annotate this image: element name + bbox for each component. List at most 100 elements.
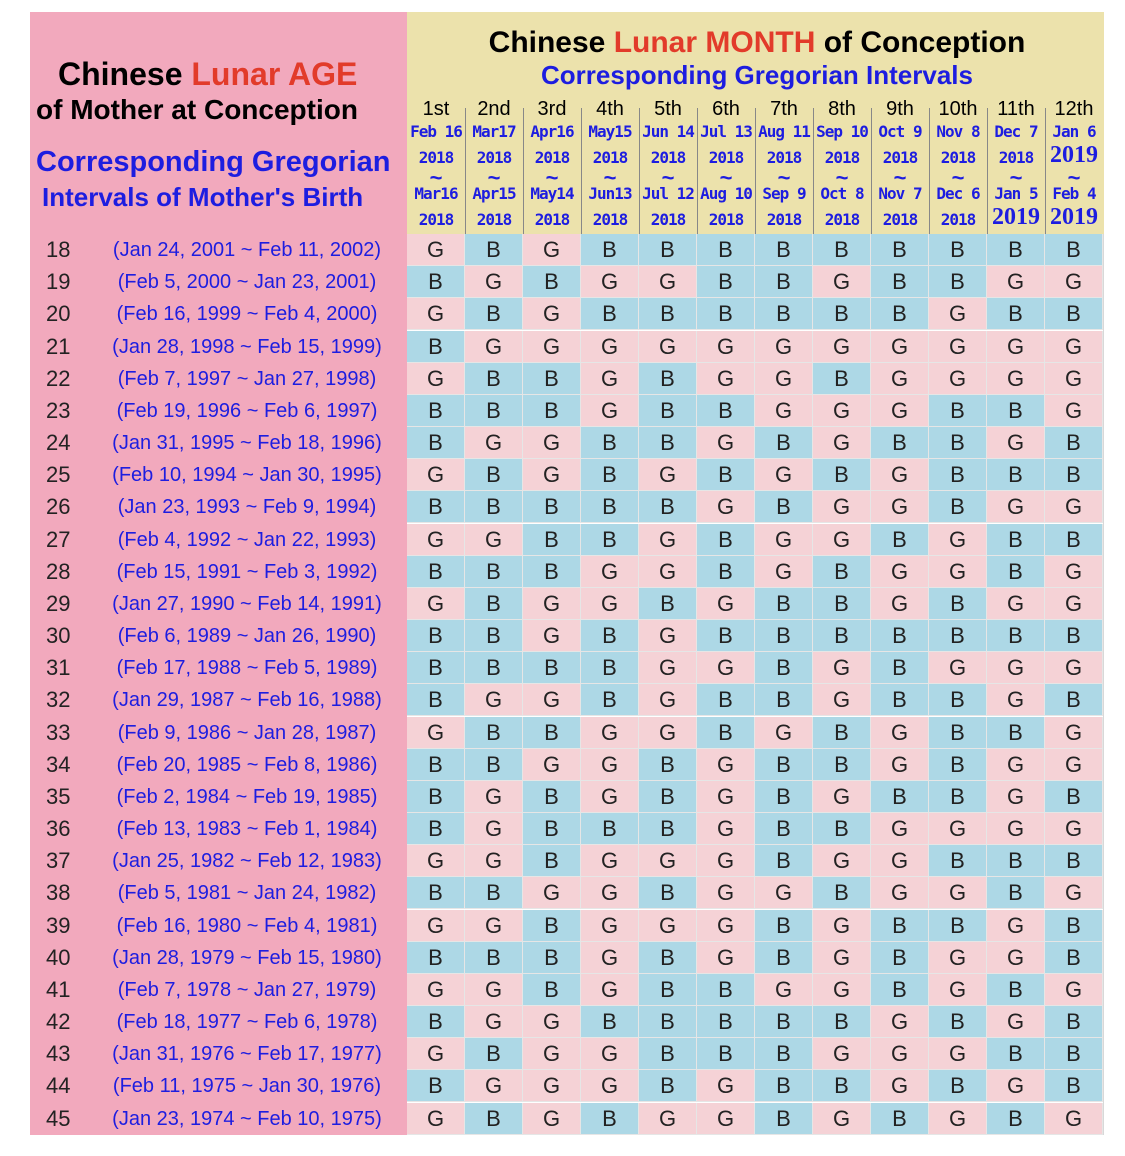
girl-cell: G: [697, 427, 755, 460]
boy-cell: B: [813, 716, 871, 749]
month-ordinal: 7th: [770, 98, 798, 120]
boy-cell: B: [639, 362, 697, 395]
girl-cell: G: [929, 652, 987, 685]
girl-cell: G: [755, 523, 813, 556]
girl-cell: G: [871, 845, 929, 878]
lunar-age: 27: [46, 526, 71, 552]
birth-interval: (Feb 15, 1991 ~ Feb 3, 1992): [116, 560, 378, 583]
girl-cell: G: [523, 1070, 581, 1103]
boy-cell: B: [929, 1006, 987, 1039]
boy-cell: B: [1045, 941, 1103, 974]
girl-cell: G: [1045, 973, 1103, 1006]
boy-cell: B: [987, 973, 1045, 1006]
boy-cell: B: [755, 813, 813, 846]
age-title-prefix: Chinese: [58, 56, 192, 92]
boy-cell: B: [871, 298, 929, 331]
month-start-date: Aug 11: [758, 122, 811, 141]
girl-cell: G: [1045, 362, 1103, 395]
boy-cell: B: [1045, 459, 1103, 492]
girl-cell: G: [407, 973, 465, 1006]
boy-cell: B: [581, 813, 639, 846]
boy-cell: B: [871, 684, 929, 717]
boy-cell: B: [755, 1006, 813, 1039]
boy-cell: B: [407, 652, 465, 685]
girl-cell: G: [987, 587, 1045, 620]
girl-cell: G: [871, 748, 929, 781]
girl-cell: G: [813, 394, 871, 427]
month-start-year: 2018: [998, 148, 1035, 167]
month-column: 3rd Apr16 2018 ~ May14 2018: [523, 98, 581, 234]
month-start-year: 2018: [708, 148, 745, 167]
month-end-year: 2018: [592, 210, 629, 229]
month-end-year: 2018: [766, 210, 803, 229]
girl-cell: G: [813, 909, 871, 942]
month-start-date: Jul 13: [700, 122, 753, 141]
boy-cell: B: [407, 1070, 465, 1103]
girl-cell: G: [465, 973, 523, 1006]
month-end-year: 2018: [476, 210, 513, 229]
month-start-date: Jan 6: [1052, 122, 1096, 141]
girl-cell: G: [755, 394, 813, 427]
month-tilde: ~: [951, 165, 965, 190]
girl-cell: G: [813, 523, 871, 556]
month-end-date: Nov 7: [878, 184, 922, 203]
boy-cell: B: [1045, 298, 1103, 331]
girl-cell: G: [639, 330, 697, 363]
boy-cell: B: [1045, 780, 1103, 813]
boy-cell: B: [407, 941, 465, 974]
month-tilde: ~: [545, 165, 559, 190]
boy-cell: B: [987, 1102, 1045, 1135]
boy-cell: B: [407, 1006, 465, 1039]
girl-cell: G: [813, 652, 871, 685]
month-start-date: Dec 7: [994, 122, 1038, 141]
girl-cell: G: [697, 491, 755, 524]
age-row-label: 33 (Feb 9, 1986 ~ Jan 28, 1987): [30, 717, 407, 749]
boy-cell: B: [465, 620, 523, 653]
month-column: 2nd Mar17 2018 ~ Apr15 2018: [465, 98, 523, 234]
month-column: 7th Aug 11 2018 ~ Sep 9 2018: [755, 98, 813, 234]
girl-cell: G: [465, 813, 523, 846]
boy-cell: B: [813, 877, 871, 910]
boy-cell: B: [813, 1006, 871, 1039]
boy-cell: B: [929, 394, 987, 427]
month-tilde: ~: [1067, 165, 1081, 190]
girl-cell: G: [407, 1038, 465, 1071]
boy-cell: B: [871, 266, 929, 299]
girl-cell: G: [523, 587, 581, 620]
month-separator: [755, 108, 756, 234]
boy-cell: B: [1045, 234, 1103, 266]
birth-interval: (Feb 10, 1994 ~ Jan 30, 1995): [112, 464, 382, 487]
girl-cell: G: [465, 1006, 523, 1039]
boy-cell: B: [697, 1006, 755, 1039]
girl-cell: G: [697, 652, 755, 685]
chinese-gender-chart: Chinese Lunar AGE of Mother at Conceptio…: [30, 12, 1104, 1135]
boy-cell: B: [987, 877, 1045, 910]
boy-cell: B: [813, 234, 871, 266]
age-column: 18 (Jan 24, 2001 ~ Feb 11, 2002) 19 (Feb 5,…: [30, 234, 407, 1135]
girl-cell: G: [581, 587, 639, 620]
age-row-label: 36 (Feb 13, 1983 ~ Feb 1, 1984): [30, 813, 407, 845]
boy-cell: B: [987, 1038, 1045, 1071]
boy-cell: B: [581, 523, 639, 556]
boy-cell: B: [523, 362, 581, 395]
girl-cell: G: [1045, 1102, 1103, 1135]
girl-cell: G: [929, 1038, 987, 1071]
lunar-age: 42: [46, 1009, 71, 1035]
girl-cell: G: [407, 587, 465, 620]
girl-cell: G: [987, 1006, 1045, 1039]
month-start-year: 2018: [940, 148, 977, 167]
birth-interval: (Feb 5, 2000 ~ Jan 23, 2001): [117, 271, 377, 294]
birth-interval: (Feb 2, 1984 ~ Feb 19, 1985): [116, 785, 378, 808]
age-row-label: 20 (Feb 16, 1999 ~ Feb 4, 2000): [30, 298, 407, 330]
month-column: 1st Feb 16 2018 ~ Mar16 2018: [407, 98, 465, 234]
boy-cell: B: [987, 394, 1045, 427]
girl-cell: G: [639, 684, 697, 717]
age-row-label: 45 (Jan 23, 1974 ~ Feb 10, 1975): [30, 1103, 407, 1135]
boy-cell: B: [407, 394, 465, 427]
month-start-date: Sep 10: [816, 122, 869, 141]
boy-cell: B: [755, 427, 813, 460]
boy-cell: B: [581, 234, 639, 266]
girl-cell: G: [871, 330, 929, 363]
girl-cell: G: [929, 973, 987, 1006]
girl-cell: G: [523, 427, 581, 460]
